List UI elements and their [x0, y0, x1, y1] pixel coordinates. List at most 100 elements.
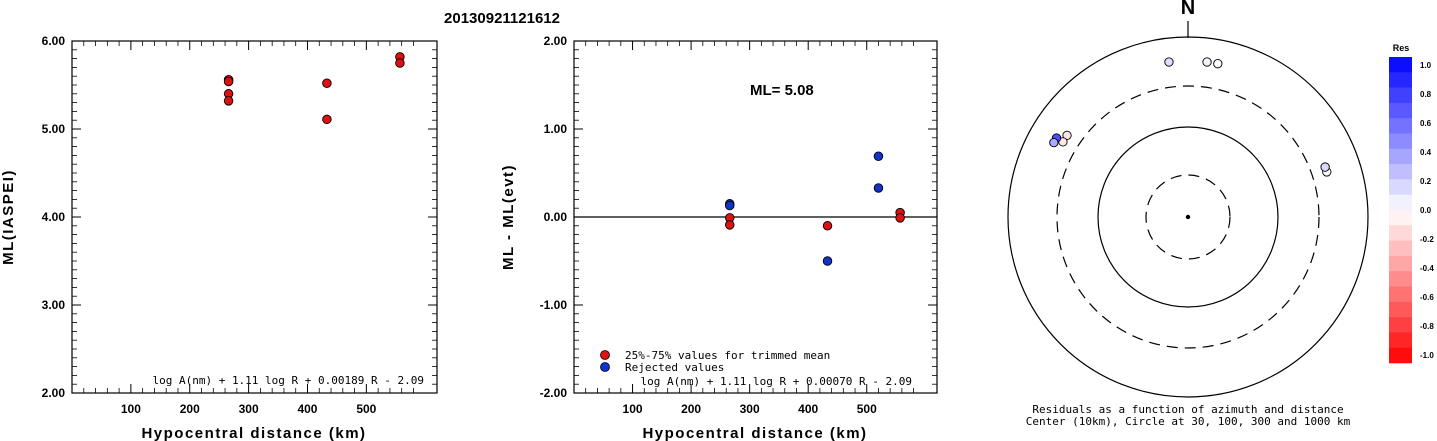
x-tick-label: 200 — [681, 402, 701, 416]
epicenter-dot — [1185, 214, 1191, 220]
colorbar-cell — [1389, 301, 1412, 318]
colorbar-cell — [1389, 317, 1412, 333]
ml-distance-points — [223, 52, 405, 125]
colorbar-cell — [1389, 57, 1412, 73]
data-point — [873, 151, 884, 162]
y-tick-label: 0.00 — [544, 210, 568, 224]
colorbar-cell — [1389, 255, 1412, 272]
colorbar-tick-label: -0.6 — [1420, 293, 1434, 302]
ml-distance-y-axis-title: ML(IASPEI) — [0, 169, 17, 265]
colorbar-cell — [1389, 210, 1412, 226]
data-point — [395, 58, 405, 68]
ml-value-label: ML= 5.08 — [750, 82, 814, 99]
colorbar-title: Res — [1393, 43, 1410, 53]
colorbar-cell — [1389, 332, 1412, 348]
ml-distance-formula: log A(nm) + 1.11 log R + 0.00189 R - 2.0… — [152, 374, 424, 387]
distance-rings — [1007, 36, 1369, 398]
y-tick-label: -2.00 — [540, 386, 568, 400]
azimuth-residual-point — [1320, 162, 1330, 172]
colorbar-tick-label: -1.0 — [1420, 351, 1434, 360]
y-tick-label: 6.00 — [42, 34, 66, 48]
data-point — [223, 76, 234, 87]
colorbar-cell — [1389, 347, 1412, 364]
x-tick-label: 400 — [297, 402, 317, 416]
legend-rejected-marker — [600, 362, 610, 372]
ml-distance-plot-frame — [71, 40, 438, 394]
colorbar-labels: 1.0 0.8 0.6 0.4 0.2 0.0 -0.2 -0.4 -0.6 -0.8 -1.0 — [1420, 61, 1434, 360]
ring-100km — [1097, 126, 1279, 308]
x-tick-label: 100 — [121, 402, 141, 416]
colorbar-cell — [1389, 286, 1412, 303]
colorbar-cell — [1389, 194, 1412, 211]
data-point — [223, 96, 234, 106]
azimuth-residual-point — [1213, 59, 1223, 69]
residual-distance-formula: log A(nm) + 1.11 log R + 0.00070 R - 2.0… — [640, 375, 912, 388]
ring-1000km — [1007, 36, 1369, 398]
polar-caption-line1: Residuals as a function of azimuth and d… — [1032, 403, 1343, 416]
north-label: N — [1181, 0, 1195, 19]
data-point — [822, 256, 833, 266]
azimuth-residual-point — [1164, 57, 1174, 67]
data-point — [322, 114, 332, 125]
residual-distance-panel: 100 200 300 400 500 -2.00 -1.00 0.00 1.00 2.00 Hy… — [500, 34, 938, 441]
residual-distance-x-axis-title: Hypocentral distance (km) — [642, 425, 867, 441]
colorbar-cell — [1389, 148, 1412, 165]
colorbar-cell — [1389, 102, 1412, 119]
y-tick-label: 4.00 — [42, 210, 66, 224]
ring-300km — [1056, 85, 1320, 349]
ml-distance-panel: 100 200 300 400 500 2.00 3.00 4.00 5.00 6.00 Hypo… — [0, 34, 438, 441]
colorbar-cell — [1389, 240, 1412, 257]
x-tick-label: 200 — [180, 402, 200, 416]
x-tick-label: 500 — [356, 402, 376, 416]
colorbar-tick-label: 0.0 — [1420, 206, 1432, 215]
colorbar-tick-label: 0.2 — [1420, 177, 1432, 186]
colorbar-cell — [1389, 133, 1412, 150]
legend-accepted-marker — [600, 350, 610, 360]
colorbar-tick-label: 0.8 — [1420, 90, 1432, 99]
y-tick-label: 2.00 — [544, 34, 568, 48]
colorbar-cell — [1389, 179, 1412, 195]
y-tick-label: 2.00 — [42, 386, 66, 400]
data-point — [322, 78, 332, 88]
data-point — [724, 220, 735, 230]
colorbar-cells — [1389, 57, 1412, 364]
colorbar-tick-label: -0.4 — [1420, 264, 1434, 273]
azimuth-residual-point — [1202, 57, 1212, 67]
x-tick-label: 400 — [798, 402, 818, 416]
data-point — [822, 221, 833, 231]
residual-colorbar: Res 1.0 0.8 0.6 0.4 0.2 0.0 -0.2 -0.4 -0.6 -0.8 -1… — [1389, 43, 1434, 364]
x-tick-label: 500 — [857, 402, 877, 416]
data-point — [895, 213, 905, 223]
residual-legend: 25%-75% values for trimmed mean Rejected… — [600, 349, 830, 374]
colorbar-tick-label: 0.4 — [1420, 148, 1432, 157]
ml-distance-x-axis-title: Hypocentral distance (km) — [141, 425, 366, 441]
residual-distance-y-axis-title: ML - ML(evt) — [500, 164, 517, 270]
ml-distance-ticks: 100 200 300 400 500 2.00 3.00 4.00 5.00 6.00 — [42, 34, 437, 416]
x-tick-label: 300 — [740, 402, 760, 416]
y-tick-label: 3.00 — [42, 298, 66, 312]
data-point — [724, 200, 735, 211]
data-point — [873, 183, 884, 193]
colorbar-cell — [1389, 225, 1412, 241]
polar-caption-line2: Center (10km), Circle at 30, 100, 300 an… — [1026, 415, 1351, 428]
colorbar-cell — [1389, 72, 1412, 88]
azimuth-residual-panel: N Residuals as a function of azimuth and… — [1007, 0, 1369, 428]
ring-30km — [1145, 174, 1231, 260]
azimuth-residual-point — [1062, 130, 1072, 141]
colorbar-cell — [1389, 118, 1412, 134]
azimuth-residual-points — [1049, 57, 1332, 177]
y-tick-label: 1.00 — [544, 122, 568, 136]
legend-rejected-label: Rejected values — [625, 361, 724, 374]
azimuth-residual-point — [1049, 137, 1059, 148]
legend-accepted-label: 25%-75% values for trimmed mean — [625, 349, 830, 362]
residual-distance-points — [724, 151, 905, 266]
colorbar-tick-label: -0.2 — [1420, 235, 1434, 244]
y-tick-label: 5.00 — [42, 122, 66, 136]
colorbar-tick-label: -0.8 — [1420, 322, 1434, 331]
colorbar-tick-label: 1.0 — [1420, 61, 1432, 70]
colorbar-cell — [1389, 271, 1412, 287]
residual-distance-ticks: 100 200 300 400 500 -2.00 -1.00 0.00 1.00 2.00 — [540, 34, 937, 416]
x-tick-label: 100 — [623, 402, 643, 416]
x-tick-label: 300 — [239, 402, 259, 416]
